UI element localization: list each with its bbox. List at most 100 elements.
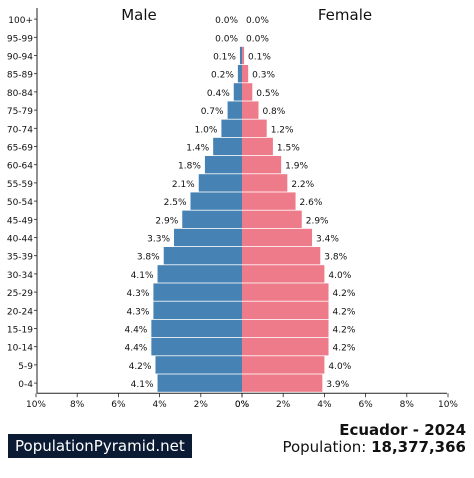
female-value-label: 4.2% — [333, 326, 356, 336]
female-value-label: 2.9% — [306, 216, 329, 226]
age-group-label: 100+ — [8, 16, 33, 26]
age-group-label: 45-49 — [7, 216, 33, 226]
female-value-label: 3.4% — [316, 235, 339, 245]
male-bar — [153, 301, 242, 319]
male-value-label: 0.2% — [211, 71, 234, 81]
male-value-label: 0.4% — [207, 89, 230, 99]
female-value-label: 4.2% — [333, 344, 356, 354]
male-value-label: 2.1% — [172, 180, 195, 190]
pyramid-chart: Male Female 0.0% 0.0% 100+ 0.0% 0.0% 95-99 0.1… — [7, 6, 459, 410]
male-bar — [151, 338, 242, 356]
country-year: Ecuador - 2024 — [339, 421, 466, 439]
female-value-label: 4.0% — [328, 362, 351, 372]
male-bar — [198, 174, 242, 192]
x-tick-label: 8% — [70, 400, 85, 410]
age-group-label: 70-74 — [7, 125, 33, 135]
male-value-label: 2.9% — [155, 216, 178, 226]
male-bar — [174, 228, 242, 247]
female-bar — [242, 65, 249, 83]
female-bar — [242, 174, 288, 192]
x-tick-label: 0% — [235, 400, 250, 410]
male-value-label: 0.0% — [215, 34, 238, 44]
x-tick-label: 4% — [317, 400, 332, 410]
female-bar — [242, 319, 329, 338]
age-group-label: 65-69 — [7, 144, 33, 154]
female-bar — [242, 83, 253, 101]
female-value-label: 4.0% — [328, 271, 351, 281]
female-bar — [242, 356, 325, 374]
female-value-label: 1.5% — [277, 144, 300, 154]
female-value-label: 2.2% — [291, 180, 314, 190]
male-bar — [155, 356, 242, 374]
female-bar — [242, 283, 329, 301]
male-bar — [204, 156, 242, 174]
male-value-label: 3.3% — [147, 235, 170, 245]
female-bar — [242, 338, 329, 356]
age-group-label: 80-84 — [7, 89, 33, 99]
male-value-label: 0.7% — [201, 107, 224, 117]
female-value-label: 3.9% — [326, 380, 349, 390]
male-value-label: 3.8% — [137, 253, 160, 263]
female-bar — [242, 210, 302, 228]
population-line: Population: 18,377,366 — [282, 438, 466, 456]
x-tick-label: 10% — [26, 400, 46, 410]
female-value-label: 1.2% — [271, 125, 294, 135]
male-bar — [190, 192, 242, 210]
female-bar — [242, 46, 245, 65]
female-value-label: 0.3% — [252, 71, 275, 81]
male-bar — [237, 65, 242, 83]
female-value-label: 1.9% — [285, 162, 308, 172]
female-value-label: 3.8% — [324, 253, 347, 263]
male-value-label: 4.4% — [124, 344, 147, 354]
male-bar — [157, 265, 242, 283]
female-value-label: 0.0% — [246, 16, 269, 26]
female-bar — [242, 301, 329, 319]
age-group-label: 30-34 — [7, 271, 33, 281]
male-bar — [151, 319, 242, 338]
female-bar — [242, 137, 273, 156]
male-value-label: 1.0% — [195, 125, 218, 135]
age-group-label: 95-99 — [7, 34, 33, 44]
female-bar — [242, 247, 321, 265]
male-bar — [221, 119, 242, 137]
male-header: Male — [121, 6, 157, 24]
female-bar — [242, 192, 296, 210]
x-tick-label: 10% — [438, 400, 458, 410]
female-bar — [242, 101, 259, 119]
age-group-label: 10-14 — [7, 344, 33, 354]
age-group-label: 20-24 — [7, 307, 33, 317]
female-bar — [242, 228, 313, 247]
male-bar — [153, 283, 242, 301]
male-bar — [239, 46, 242, 65]
female-value-label: 0.1% — [248, 53, 271, 63]
female-bar — [242, 156, 282, 174]
population-value: 18,377,366 — [371, 438, 466, 456]
age-group-label: 60-64 — [7, 162, 33, 172]
male-bar — [182, 210, 242, 228]
age-group-label: 35-39 — [7, 253, 33, 263]
female-value-label: 4.2% — [333, 289, 356, 299]
female-bar — [242, 265, 325, 283]
age-group-label: 40-44 — [7, 235, 33, 245]
site-brand: PopulationPyramid.net — [8, 434, 192, 458]
male-value-label: 2.5% — [164, 198, 187, 208]
female-value-label: 2.6% — [300, 198, 323, 208]
age-group-label: 50-54 — [7, 198, 33, 208]
male-value-label: 0.0% — [215, 16, 238, 26]
age-group-label: 5-9 — [18, 362, 33, 372]
female-value-label: 0.5% — [256, 89, 279, 99]
population-label: Population: — [282, 438, 372, 456]
female-bar — [242, 374, 323, 392]
age-group-label: 85-89 — [7, 71, 33, 81]
male-bar — [233, 83, 242, 101]
male-value-label: 4.1% — [131, 380, 154, 390]
male-value-label: 0.1% — [213, 53, 236, 63]
age-group-label: 75-79 — [7, 107, 33, 117]
male-value-label: 4.3% — [127, 289, 150, 299]
age-group-label: 15-19 — [7, 326, 33, 336]
x-tick-label: 6% — [358, 400, 373, 410]
male-value-label: 4.3% — [127, 307, 150, 317]
male-value-label: 1.8% — [178, 162, 201, 172]
male-value-label: 4.4% — [124, 326, 147, 336]
